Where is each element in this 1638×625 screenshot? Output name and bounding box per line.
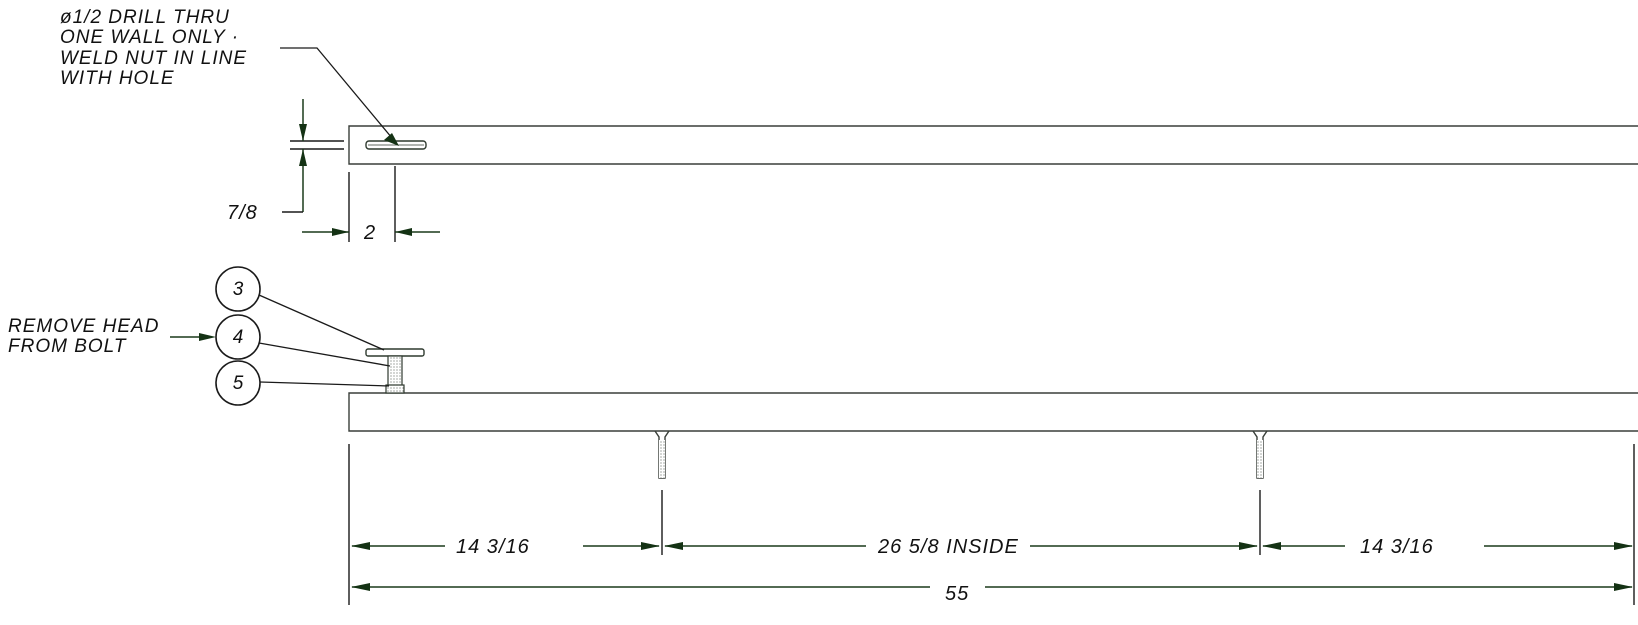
balloon-5-label: 5 xyxy=(233,373,244,394)
dim-7-8-arrow-upper xyxy=(299,124,307,141)
dim-overall-arrow-a xyxy=(351,583,370,591)
dim-left-arrow-b xyxy=(641,542,660,550)
balloon-4-leader xyxy=(258,342,391,367)
drill-note-line-1: ø1/2 DRILL THRU xyxy=(60,7,230,28)
drill-note: ø1/2 DRILL THRU ONE WALL ONLY · WELD NUT… xyxy=(60,7,253,89)
side-tube-outline xyxy=(348,392,1638,432)
balloon-3-leader xyxy=(258,294,385,351)
remove-head-arrow xyxy=(199,333,216,341)
remove-head-line-2: FROM BOLT xyxy=(8,336,127,357)
side-weld-nut xyxy=(365,348,425,357)
balloon-5 xyxy=(215,360,261,406)
drill-note-line-3: WELD NUT IN LINE xyxy=(60,48,247,69)
drill-note-line-2: ONE WALL ONLY · xyxy=(60,27,239,48)
drill-note-leader-arrow xyxy=(384,133,399,146)
balloon-3 xyxy=(215,266,261,312)
dim-inside-arrow-b xyxy=(1239,542,1258,550)
stub-left xyxy=(654,430,670,479)
dim-right-text: 14 3/16 xyxy=(1360,536,1434,558)
dim-2-text: 2 xyxy=(363,222,376,244)
stub-right xyxy=(1252,430,1268,479)
dim-overall-text: 55 xyxy=(945,583,969,605)
side-bolt-shank xyxy=(387,355,403,389)
dim-right-arrow-a xyxy=(1262,542,1281,550)
dim-overall-arrow-b xyxy=(1614,583,1633,591)
drill-note-leader xyxy=(280,47,393,139)
dim-2-arrow-left xyxy=(332,228,349,236)
dim-right-arrow-b xyxy=(1614,542,1633,550)
dim-left-arrow-a xyxy=(351,542,370,550)
drill-note-line-4: WITH HOLE xyxy=(60,68,175,89)
dim-inside-arrow-a xyxy=(664,542,683,550)
balloon-4-label: 4 xyxy=(233,327,244,348)
dim-inside-text: 26 5/8 INSIDE xyxy=(877,536,1019,558)
side-view: 3 4 5 REMOVE HEAD FROM BOLT 14 3/16 2 xyxy=(8,266,1638,605)
top-view: ø1/2 DRILL THRU ONE WALL ONLY · WELD NUT… xyxy=(60,7,1638,244)
dim-7-8-arrow-lower xyxy=(299,149,307,166)
dim-left-text: 14 3/16 xyxy=(456,536,530,558)
side-bolt-stub xyxy=(385,384,405,394)
dim-2-arrow-right xyxy=(395,228,412,236)
balloon-3-label: 3 xyxy=(233,279,244,300)
remove-head-note: REMOVE HEAD FROM BOLT xyxy=(8,316,166,357)
remove-head-line-1: REMOVE HEAD xyxy=(8,316,159,337)
dim-7-8-text: 7/8 xyxy=(227,202,258,224)
balloon-5-leader xyxy=(259,381,390,387)
top-tube-outline xyxy=(348,125,1638,165)
